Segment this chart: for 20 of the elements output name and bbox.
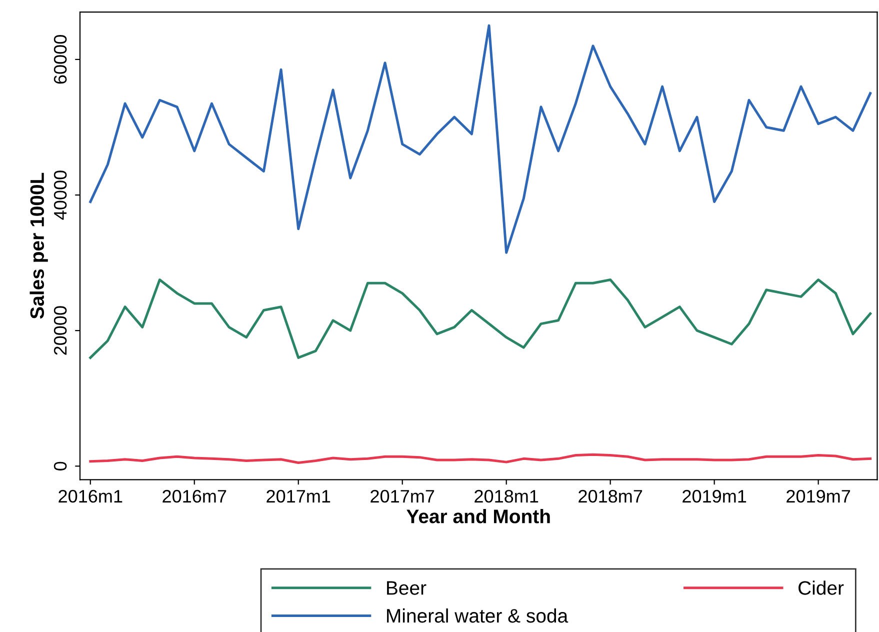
- legend-label: Beer: [387, 581, 426, 595]
- y-axis-title: Sales per 1000L: [30, 172, 48, 319]
- y-tick-label: 40000: [54, 170, 67, 220]
- x-tick-label: 2017m1: [266, 490, 330, 503]
- y-tick-label: 60000: [54, 35, 67, 84]
- line-series: [89, 278, 872, 359]
- x-tick-label: 2017m7: [370, 490, 434, 503]
- x-tick-label: 2018m7: [578, 490, 642, 503]
- x-tick-label: 2016m1: [58, 490, 122, 503]
- y-tick-label: 20000: [54, 306, 67, 355]
- x-tick-label: 2019m1: [682, 490, 746, 503]
- y-tick-label: 0: [54, 462, 67, 470]
- legend-label: Cider: [798, 580, 844, 595]
- x-tick-label: 2016m7: [162, 490, 226, 503]
- x-axis-title: Year and Month: [406, 509, 550, 524]
- line-series: [89, 453, 872, 464]
- x-tick-label: 2018m1: [474, 490, 538, 503]
- line-series: [89, 24, 872, 254]
- x-tick-label: 2019m7: [786, 490, 850, 503]
- legend-label: Mineral water & soda: [387, 608, 568, 623]
